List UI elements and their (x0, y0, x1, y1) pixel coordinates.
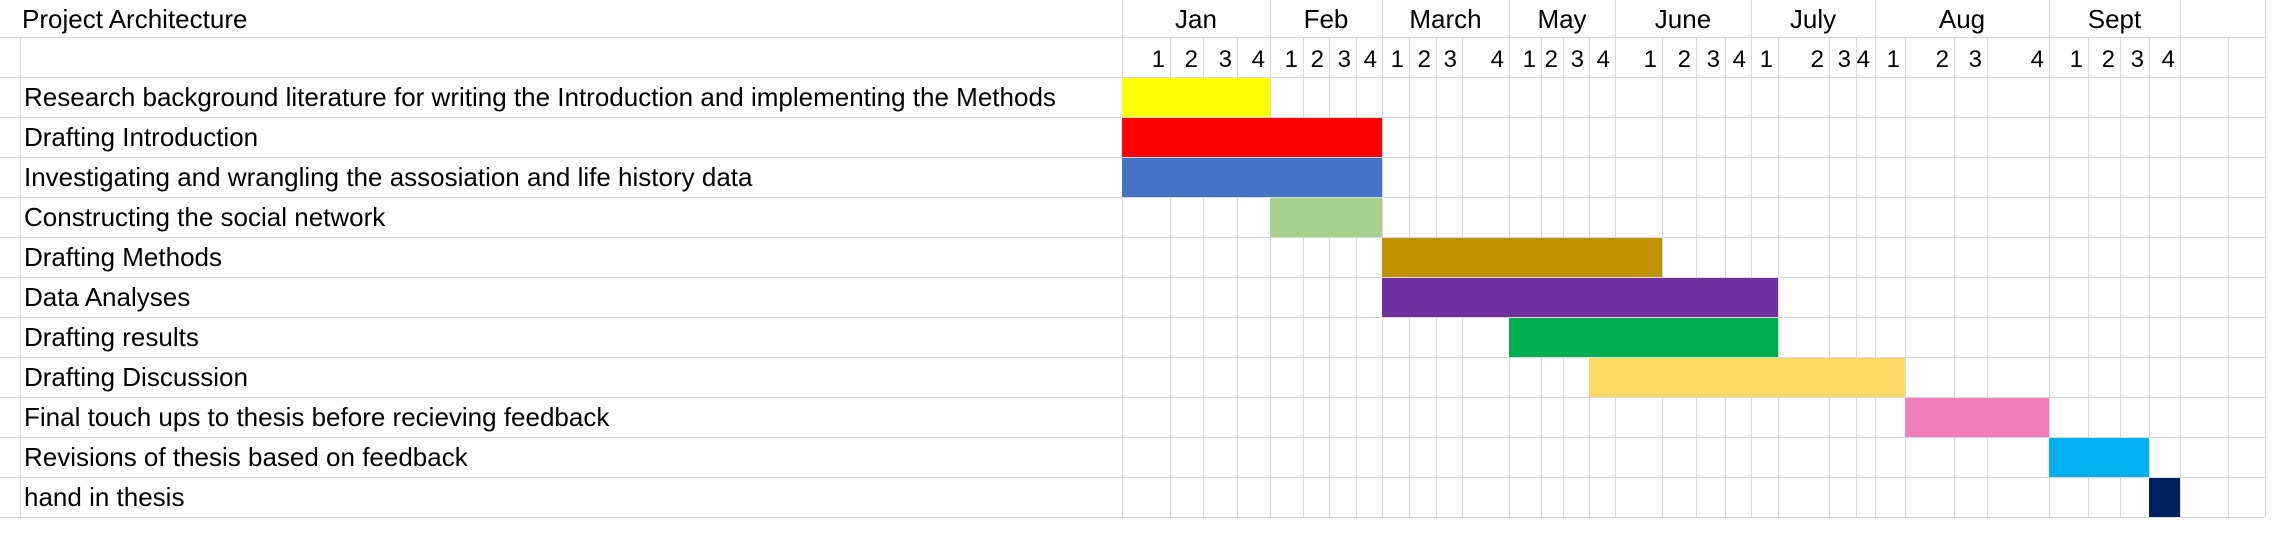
week-label: 4 (1491, 46, 1504, 73)
month-label: June (1655, 4, 1711, 34)
task-label: Drafting Introduction (24, 122, 258, 152)
task-bar (1509, 318, 1778, 357)
task-label: Drafting results (24, 322, 199, 352)
task-label: Final touch ups to thesis before recievi… (24, 402, 610, 432)
task-label: hand in thesis (24, 482, 184, 512)
week-label: 4 (1252, 46, 1265, 73)
week-label: 2 (1418, 46, 1431, 73)
week-label: 4 (2031, 46, 2044, 73)
month-header: Jan Feb March May June July Aug Sept (1175, 4, 2142, 34)
week-label: 2 (1678, 46, 1691, 73)
week-label: 4 (1597, 46, 1610, 73)
week-label: 1 (1285, 46, 1298, 73)
week-label: 2 (1185, 46, 1198, 73)
week-label: 1 (1391, 46, 1404, 73)
week-label: 1 (2070, 46, 2083, 73)
task-label: Constructing the social network (24, 202, 386, 232)
week-label: 2 (1311, 46, 1324, 73)
month-label: May (1537, 4, 1586, 34)
week-label: 1 (1644, 46, 1657, 73)
week-label: 3 (1838, 46, 1851, 73)
grid-lines (0, 0, 2266, 518)
week-label: 4 (1857, 46, 1870, 73)
month-label: July (1790, 4, 1836, 34)
task-labels: Research background literature for writi… (24, 82, 1056, 512)
task-label: Investigating and wrangling the assosiat… (24, 162, 753, 192)
task-label: Revisions of thesis based on feedback (24, 442, 469, 472)
task-label: Drafting Methods (24, 242, 222, 272)
task-label: Data Analyses (24, 282, 190, 312)
task-bar (2149, 478, 2180, 517)
month-label: Aug (1939, 4, 1985, 34)
week-label: 4 (1364, 46, 1377, 73)
task-bar (1382, 238, 1662, 277)
week-label: 1 (1760, 46, 1773, 73)
task-bars (1122, 78, 2180, 517)
task-bar (1382, 278, 1778, 317)
task-bar (1122, 158, 1382, 197)
chart-title: Project Architecture (22, 4, 247, 34)
week-label: 3 (1707, 46, 1720, 73)
week-label: 2 (1936, 46, 1949, 73)
week-label: 3 (1219, 46, 1232, 73)
task-bar (1122, 118, 1382, 157)
week-label: 3 (2131, 46, 2144, 73)
task-bar (1270, 198, 1382, 237)
week-label: 3 (1571, 46, 1584, 73)
task-bar (1905, 398, 2049, 437)
month-label: Sept (2088, 4, 2142, 34)
week-label: 4 (2162, 46, 2175, 73)
task-label: Drafting Discussion (24, 362, 248, 392)
week-label: 1 (1887, 46, 1900, 73)
week-label: 1 (1523, 46, 1536, 73)
week-label: 3 (1969, 46, 1982, 73)
week-label: 4 (1733, 46, 1746, 73)
week-label: 2 (1811, 46, 1824, 73)
month-label: Jan (1175, 4, 1217, 34)
month-label: Feb (1304, 4, 1349, 34)
week-label: 3 (1444, 46, 1457, 73)
task-label: Research background literature for writi… (24, 82, 1056, 112)
week-label: 1 (1152, 46, 1165, 73)
task-bar (2049, 438, 2149, 477)
week-label: 2 (1545, 46, 1558, 73)
month-label: March (1409, 4, 1481, 34)
task-bar (1589, 358, 1905, 397)
task-bar (1122, 78, 1270, 117)
week-label: 2 (2102, 46, 2115, 73)
week-label: 3 (1338, 46, 1351, 73)
